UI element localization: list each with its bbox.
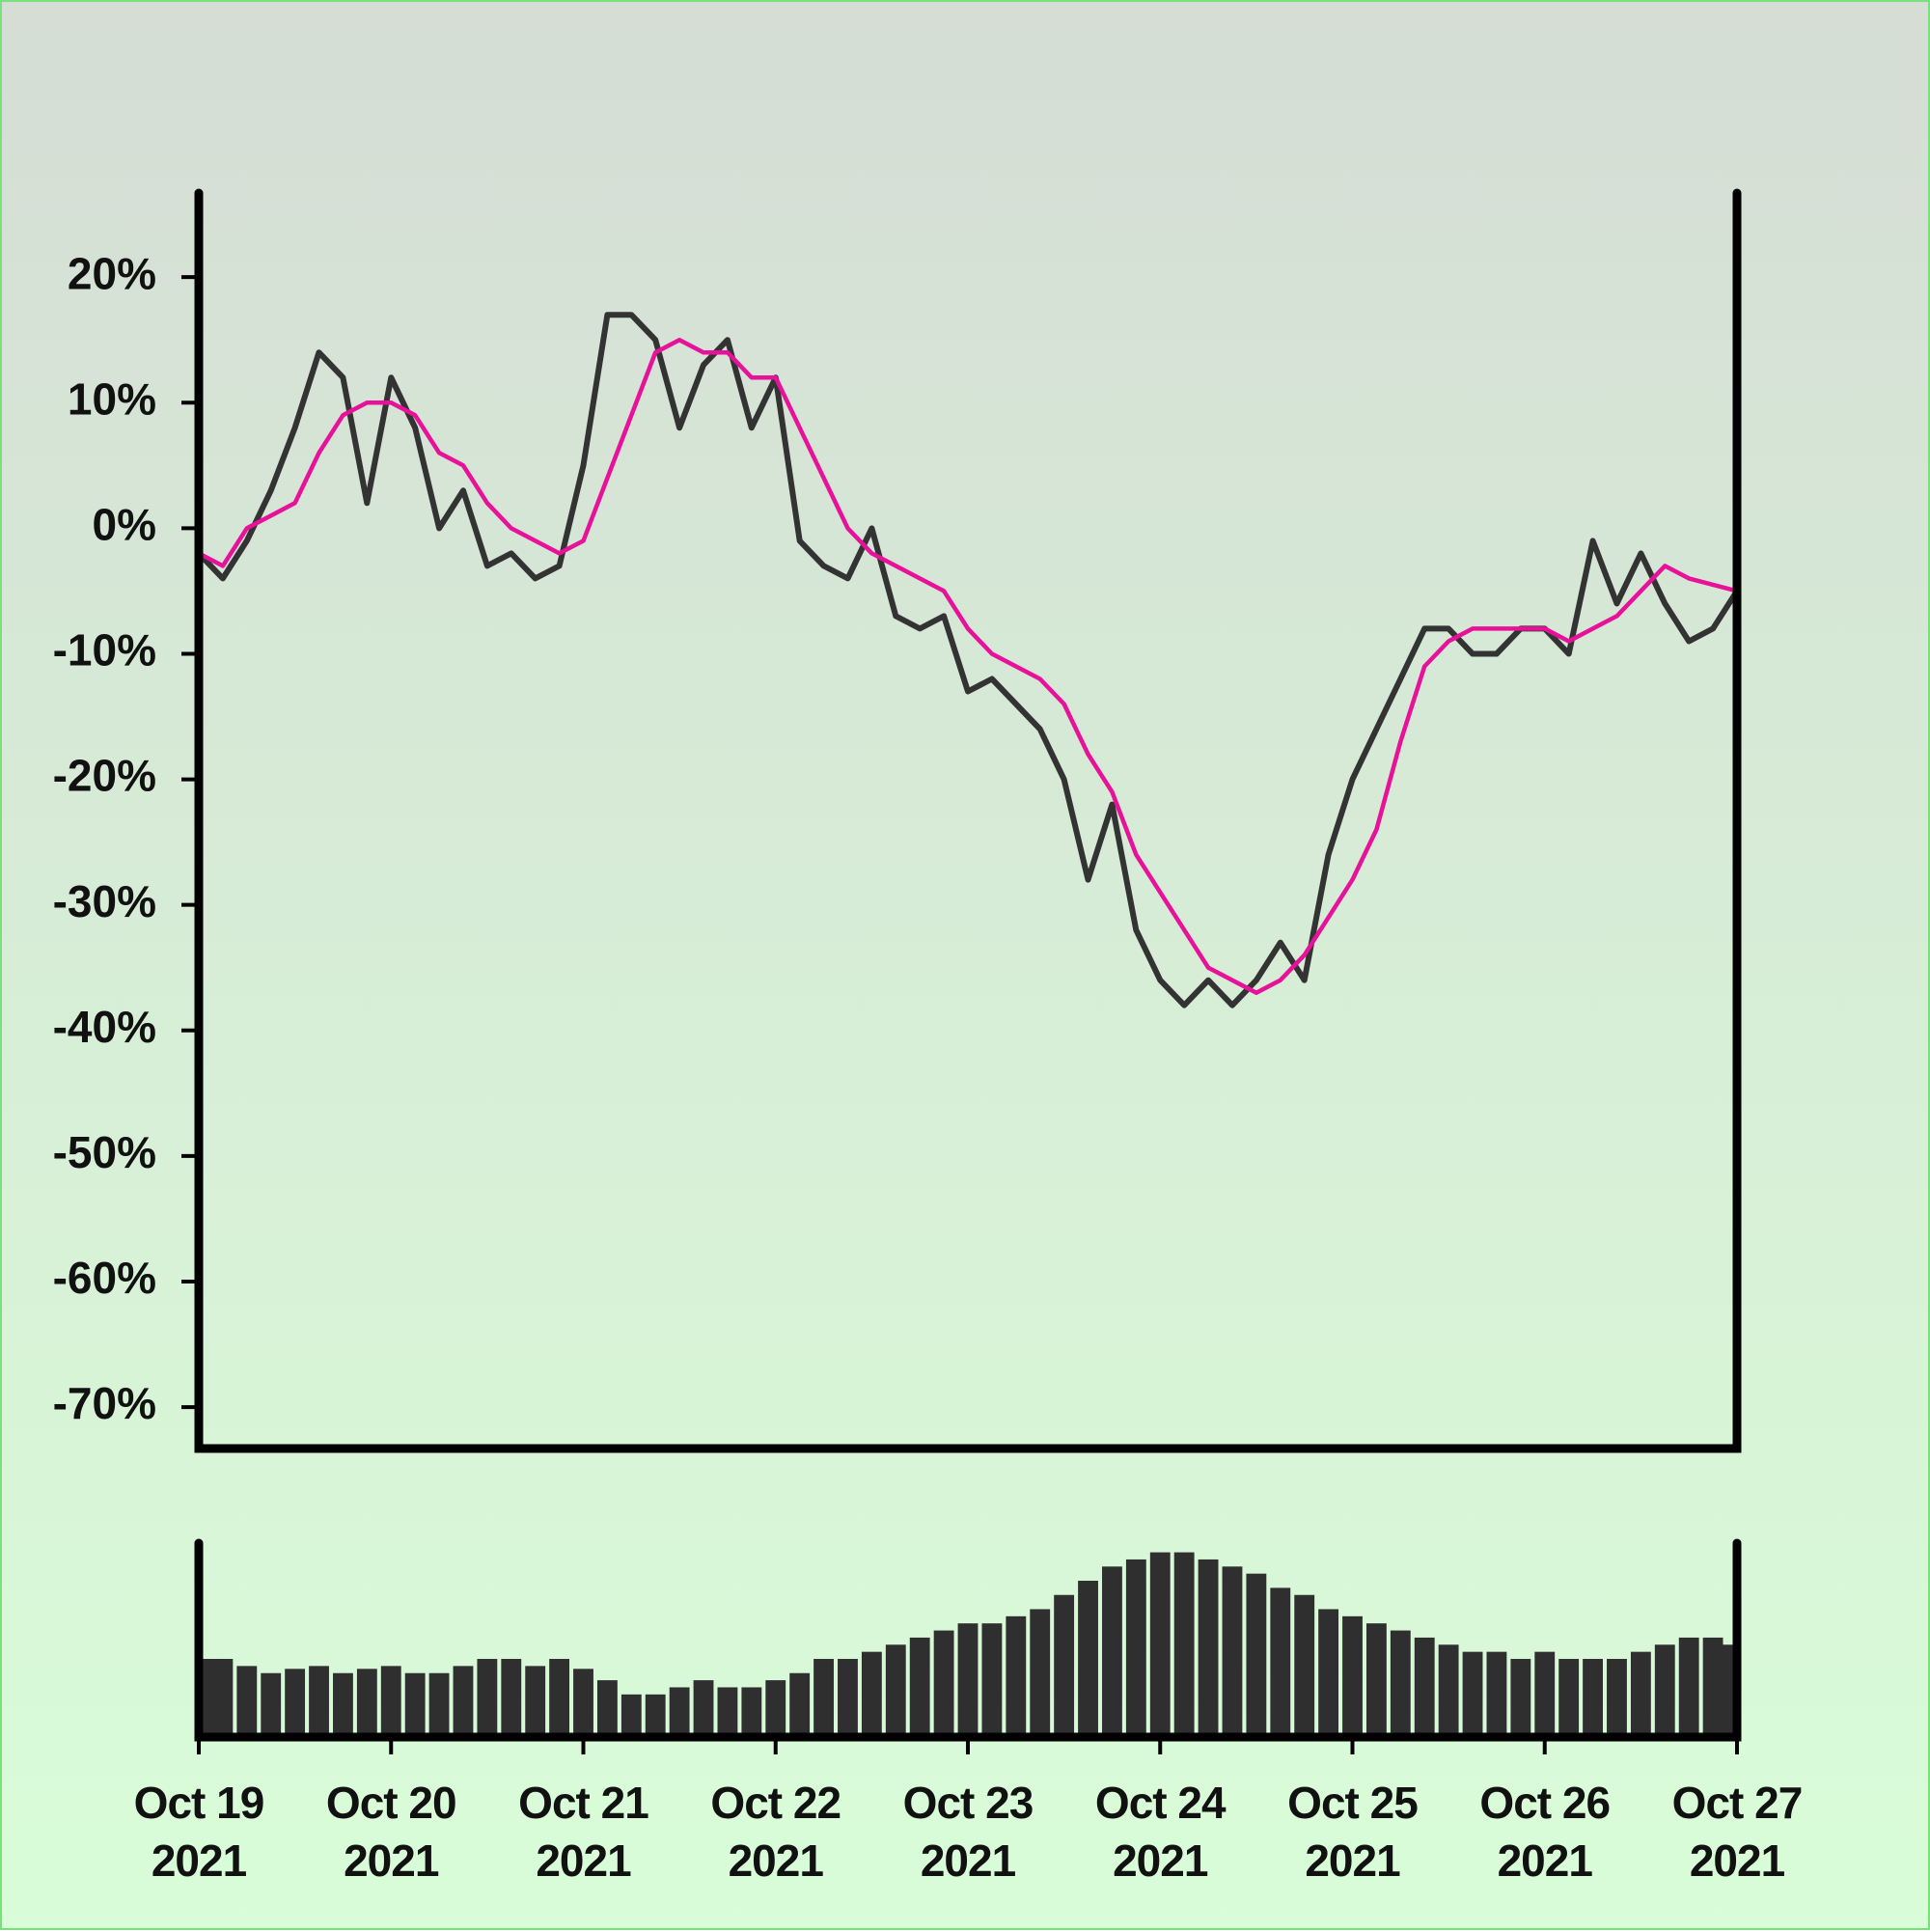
- volume-bar: [1678, 1637, 1699, 1737]
- volume-bar: [285, 1669, 306, 1737]
- volume-bar: [1125, 1559, 1146, 1737]
- x-tick-label: Oct 26 2021: [1479, 1778, 1611, 1886]
- volume-bar: [1654, 1644, 1675, 1737]
- volume-bar: [1270, 1587, 1291, 1737]
- volume-bar: [741, 1687, 762, 1737]
- volume-bar: [1390, 1630, 1411, 1737]
- y-tick-label: -40%: [53, 1002, 156, 1052]
- volume-bar: [1198, 1559, 1219, 1737]
- volume-bar: [1078, 1581, 1098, 1737]
- volume-bar: [981, 1623, 1003, 1737]
- volume-bar: [933, 1630, 954, 1737]
- volume-bar: [1054, 1594, 1075, 1737]
- volume-bar: [477, 1659, 498, 1737]
- volume-bar: [838, 1659, 858, 1737]
- volume-bar: [1173, 1552, 1195, 1737]
- volume-bar: [1222, 1566, 1243, 1737]
- axes-frame: [194, 188, 1742, 1453]
- series-line: [197, 337, 1738, 995]
- volume-bar: [1294, 1594, 1315, 1737]
- volume-bar: [693, 1680, 714, 1737]
- volume-bar: [1558, 1659, 1580, 1737]
- volume-bar: [1030, 1609, 1051, 1737]
- volume-bar: [885, 1644, 906, 1737]
- volume-bar: [453, 1666, 474, 1737]
- volume-bar: [1462, 1651, 1483, 1737]
- volume-bar: [620, 1694, 642, 1737]
- series-line: [196, 312, 1740, 1008]
- volume-bar: [428, 1672, 450, 1737]
- volume-bar: [236, 1666, 258, 1737]
- volume-bar: [1414, 1637, 1435, 1737]
- volume-bar: [1713, 1644, 1733, 1737]
- x-tick-label: Oct 19 2021: [133, 1778, 265, 1886]
- volume-bar: [261, 1672, 282, 1737]
- volume-bar: [1630, 1651, 1651, 1737]
- y-tick-label: -60%: [53, 1253, 156, 1303]
- y-tick-label: 10%: [68, 373, 156, 424]
- volume-bar: [501, 1659, 522, 1737]
- x-tick-label: Oct 25 2021: [1287, 1778, 1419, 1886]
- y-tick-label: -10%: [53, 625, 156, 676]
- volume-bar: [1365, 1623, 1387, 1737]
- volume-bar: [380, 1666, 401, 1737]
- volume-bar: [525, 1666, 546, 1737]
- volume-bar: [789, 1672, 811, 1737]
- y-tick-label: -30%: [53, 876, 156, 926]
- volume-bar: [645, 1694, 666, 1737]
- volume-bar: [1006, 1615, 1027, 1737]
- y-tick-label: -20%: [53, 751, 156, 801]
- volume-bar: [1607, 1659, 1627, 1737]
- x-tick-label: Oct 23 2021: [902, 1778, 1034, 1886]
- volume-bar: [596, 1680, 618, 1737]
- volume-bar: [356, 1669, 377, 1737]
- volume-bar: [1534, 1651, 1556, 1737]
- volume-bar: [813, 1659, 834, 1737]
- volume-bar: [765, 1680, 786, 1737]
- volume-bar: [1583, 1659, 1603, 1737]
- volume-bar: [909, 1637, 930, 1737]
- y-tick-label: -70%: [53, 1378, 156, 1428]
- volume-bar: [212, 1659, 234, 1737]
- y-tick-label: 20%: [68, 248, 156, 298]
- x-tick-label: Oct 27 2021: [1671, 1778, 1804, 1886]
- y-tick-label: 0%: [93, 500, 156, 550]
- volume-bar: [333, 1672, 353, 1737]
- volume-bar: [309, 1666, 329, 1737]
- volume-bar: [549, 1659, 570, 1737]
- axes-frame: [194, 1538, 1742, 1742]
- volume-bar: [717, 1687, 738, 1737]
- x-tick-label: Oct 24 2021: [1094, 1778, 1227, 1886]
- volume-bar: [1438, 1644, 1459, 1737]
- volume-bar: [1246, 1573, 1267, 1737]
- volume-bar: [957, 1623, 979, 1737]
- x-tick-label: Oct 20 2021: [325, 1778, 457, 1886]
- y-tick-label: -50%: [53, 1127, 156, 1177]
- volume-bar: [1149, 1552, 1171, 1737]
- volume-bar: [1318, 1609, 1339, 1737]
- volume-bar: [1486, 1651, 1507, 1737]
- x-tick-label: Oct 22 2021: [710, 1778, 841, 1886]
- volume-bar: [1510, 1659, 1531, 1737]
- volume-bar: [573, 1669, 593, 1737]
- volume-bar: [404, 1672, 426, 1737]
- x-tick-label: Oct 21 2021: [518, 1778, 649, 1886]
- volume-bar: [1102, 1566, 1122, 1737]
- volume-bar: [669, 1687, 690, 1737]
- volume-bar: [861, 1651, 882, 1737]
- volume-bar: [1342, 1615, 1363, 1737]
